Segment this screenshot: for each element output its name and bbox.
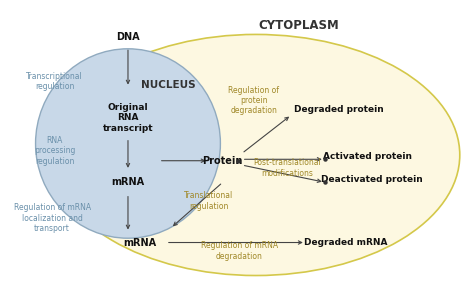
Text: Degraded protein: Degraded protein [294, 104, 384, 114]
Text: Post-translational
modifications: Post-translational modifications [253, 158, 320, 178]
Text: Transcriptional
regulation: Transcriptional regulation [26, 72, 83, 92]
Text: Regulation of mRNA
localization and
transport: Regulation of mRNA localization and tran… [14, 203, 91, 233]
Text: Regulation of
protein
degradation: Regulation of protein degradation [228, 86, 279, 115]
Text: RNA
processing
regulation: RNA processing regulation [34, 136, 75, 166]
Text: Translational
regulation: Translational regulation [184, 191, 233, 211]
Ellipse shape [52, 34, 460, 276]
Text: mRNA: mRNA [123, 238, 156, 247]
Text: Regulation of mRNA
degradation: Regulation of mRNA degradation [201, 241, 278, 261]
Ellipse shape [36, 49, 220, 238]
Text: Activated protein: Activated protein [323, 152, 412, 161]
Text: Degraded mRNA: Degraded mRNA [304, 238, 388, 247]
Text: Original
RNA
transcript: Original RNA transcript [103, 103, 153, 133]
Text: Protein: Protein [202, 156, 243, 166]
Text: Deactivated protein: Deactivated protein [321, 175, 423, 184]
Text: NUCLEUS: NUCLEUS [141, 80, 196, 90]
Text: CYTOPLASM: CYTOPLASM [258, 19, 339, 32]
Text: mRNA: mRNA [111, 177, 145, 187]
Text: DNA: DNA [116, 32, 140, 42]
